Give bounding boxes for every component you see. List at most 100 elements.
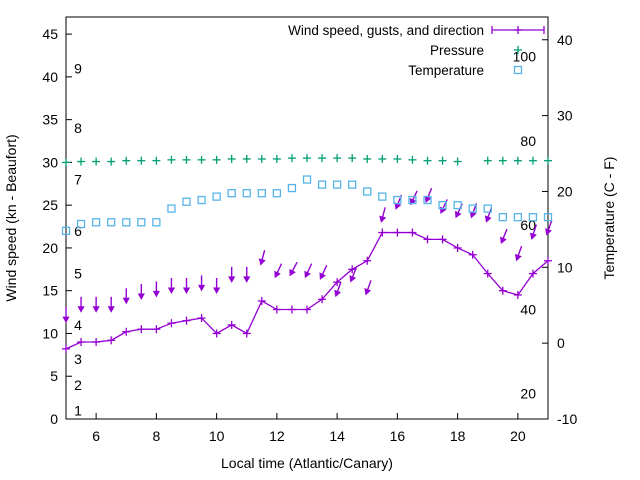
temperature-point xyxy=(182,197,191,206)
x-tick-label: 18 xyxy=(450,428,466,444)
x-tick-label: 8 xyxy=(152,428,160,444)
beaufort-label-2: 2 xyxy=(74,377,82,393)
wind-gust-arrow xyxy=(228,266,236,283)
wind-gust-arrow xyxy=(349,267,357,283)
temperature-point xyxy=(272,189,282,198)
legend-sample-2 xyxy=(513,65,523,75)
beaufort-label-5: 5 xyxy=(74,266,82,282)
temperature-point xyxy=(212,192,221,201)
wind-gust-arrow xyxy=(258,249,266,266)
wind-gust-arrow xyxy=(334,281,342,298)
temperature-point xyxy=(76,219,86,229)
fahrenheit-label-100: 100 xyxy=(513,49,537,65)
temperature-point xyxy=(332,180,342,189)
x-axis-label: Local time (Atlantic/Canary) xyxy=(221,455,393,471)
temperature-point xyxy=(513,212,523,222)
temperature-point xyxy=(438,201,447,210)
wind-gust-arrow xyxy=(515,245,523,262)
y-tick-label: 5 xyxy=(50,368,58,384)
wind-gust-arrow xyxy=(379,207,387,223)
y2-tick-label: -10 xyxy=(557,411,577,427)
temperature-point xyxy=(453,201,462,210)
y2-tick-label: 20 xyxy=(557,183,573,199)
temperature-point xyxy=(498,212,507,222)
x-tick-label: 12 xyxy=(269,428,285,444)
x-tick-label: 20 xyxy=(510,428,526,444)
temperature-point xyxy=(91,218,101,227)
y-axis-label: Wind speed (kn - Beaufort) xyxy=(3,134,19,301)
x-tick-label: 10 xyxy=(209,428,225,444)
beaufort-label-4: 4 xyxy=(74,317,82,333)
temperature-point xyxy=(107,218,116,227)
wind-gust-arrow xyxy=(92,296,100,313)
temperature-point xyxy=(197,195,206,205)
temperature-point xyxy=(137,218,146,227)
temperature-point xyxy=(348,180,357,189)
temperature-point xyxy=(167,204,176,213)
temperature-point xyxy=(393,195,402,205)
wind-gust-arrow xyxy=(289,261,298,277)
wind-gust-arrow xyxy=(545,220,553,236)
x-tick-label: 6 xyxy=(92,428,100,444)
wind-speed-line xyxy=(65,231,549,350)
wind-gust-arrow xyxy=(182,277,191,294)
y-tick-label: 30 xyxy=(42,154,58,170)
wind-gust-arrow xyxy=(213,277,221,294)
wind-gust-arrow xyxy=(62,307,70,324)
wind-gust-arrow xyxy=(152,281,160,298)
wind-gust-arrow xyxy=(107,296,115,313)
fahrenheit-label-20: 20 xyxy=(520,386,536,402)
beaufort-label-7: 7 xyxy=(74,172,82,188)
temperature-point xyxy=(408,195,417,205)
beaufort-label-1: 1 xyxy=(74,402,82,418)
y-tick-label: 15 xyxy=(42,283,58,299)
wind-gust-arrow xyxy=(529,224,538,240)
x-tick-label: 14 xyxy=(329,428,345,444)
x-tick-label: 16 xyxy=(390,428,406,444)
y-tick-label: 25 xyxy=(42,197,58,213)
wind-gust-arrow xyxy=(364,280,372,296)
wind-gust-arrow xyxy=(243,266,251,283)
y2-axis-label: Temperature (C - F) xyxy=(601,157,617,280)
beaufort-label-9: 9 xyxy=(74,60,82,76)
temperature-point xyxy=(378,192,387,201)
legend-label-0: Wind speed, gusts, and direction xyxy=(288,23,484,38)
y2-tick-label: 30 xyxy=(557,108,573,124)
y-tick-label: 10 xyxy=(42,325,58,341)
temperature-point xyxy=(543,212,553,222)
y-tick-label: 40 xyxy=(42,69,58,85)
temperature-point xyxy=(483,204,492,213)
wind-gust-arrow xyxy=(500,228,508,245)
wind-gust-arrow xyxy=(197,275,206,292)
y2-tick-label: 0 xyxy=(557,335,565,351)
temperature-point xyxy=(61,226,71,235)
y-tick-label: 35 xyxy=(42,112,58,128)
temperature-point xyxy=(317,180,327,189)
beaufort-label-8: 8 xyxy=(74,120,82,136)
beaufort-label-6: 6 xyxy=(74,223,82,239)
wind-gust-arrow xyxy=(137,283,145,300)
y-tick-label: 45 xyxy=(42,26,58,42)
wind-gust-arrow xyxy=(424,187,433,203)
y-tick-label: 0 xyxy=(50,411,58,427)
temperature-point xyxy=(363,187,372,196)
wind-gust-arrow xyxy=(274,263,283,279)
temperature-point xyxy=(302,175,312,184)
wind-gust-arrow xyxy=(319,265,328,280)
temperature-point xyxy=(528,212,538,222)
temperature-point xyxy=(242,189,251,198)
wind-gust-arrow xyxy=(167,277,176,294)
beaufort-label-3: 3 xyxy=(74,351,82,367)
temperature-point xyxy=(287,183,297,193)
temperature-point xyxy=(227,189,236,198)
temperature-point xyxy=(468,204,477,213)
y-tick-label: 20 xyxy=(42,240,58,256)
temperature-point xyxy=(257,189,266,198)
legend-label-2: Temperature xyxy=(408,63,484,78)
wind-gust-arrow xyxy=(122,288,130,305)
plot-border xyxy=(65,16,549,420)
y2-tick-label: 10 xyxy=(557,259,573,275)
legend-label-1: Pressure xyxy=(430,43,484,58)
